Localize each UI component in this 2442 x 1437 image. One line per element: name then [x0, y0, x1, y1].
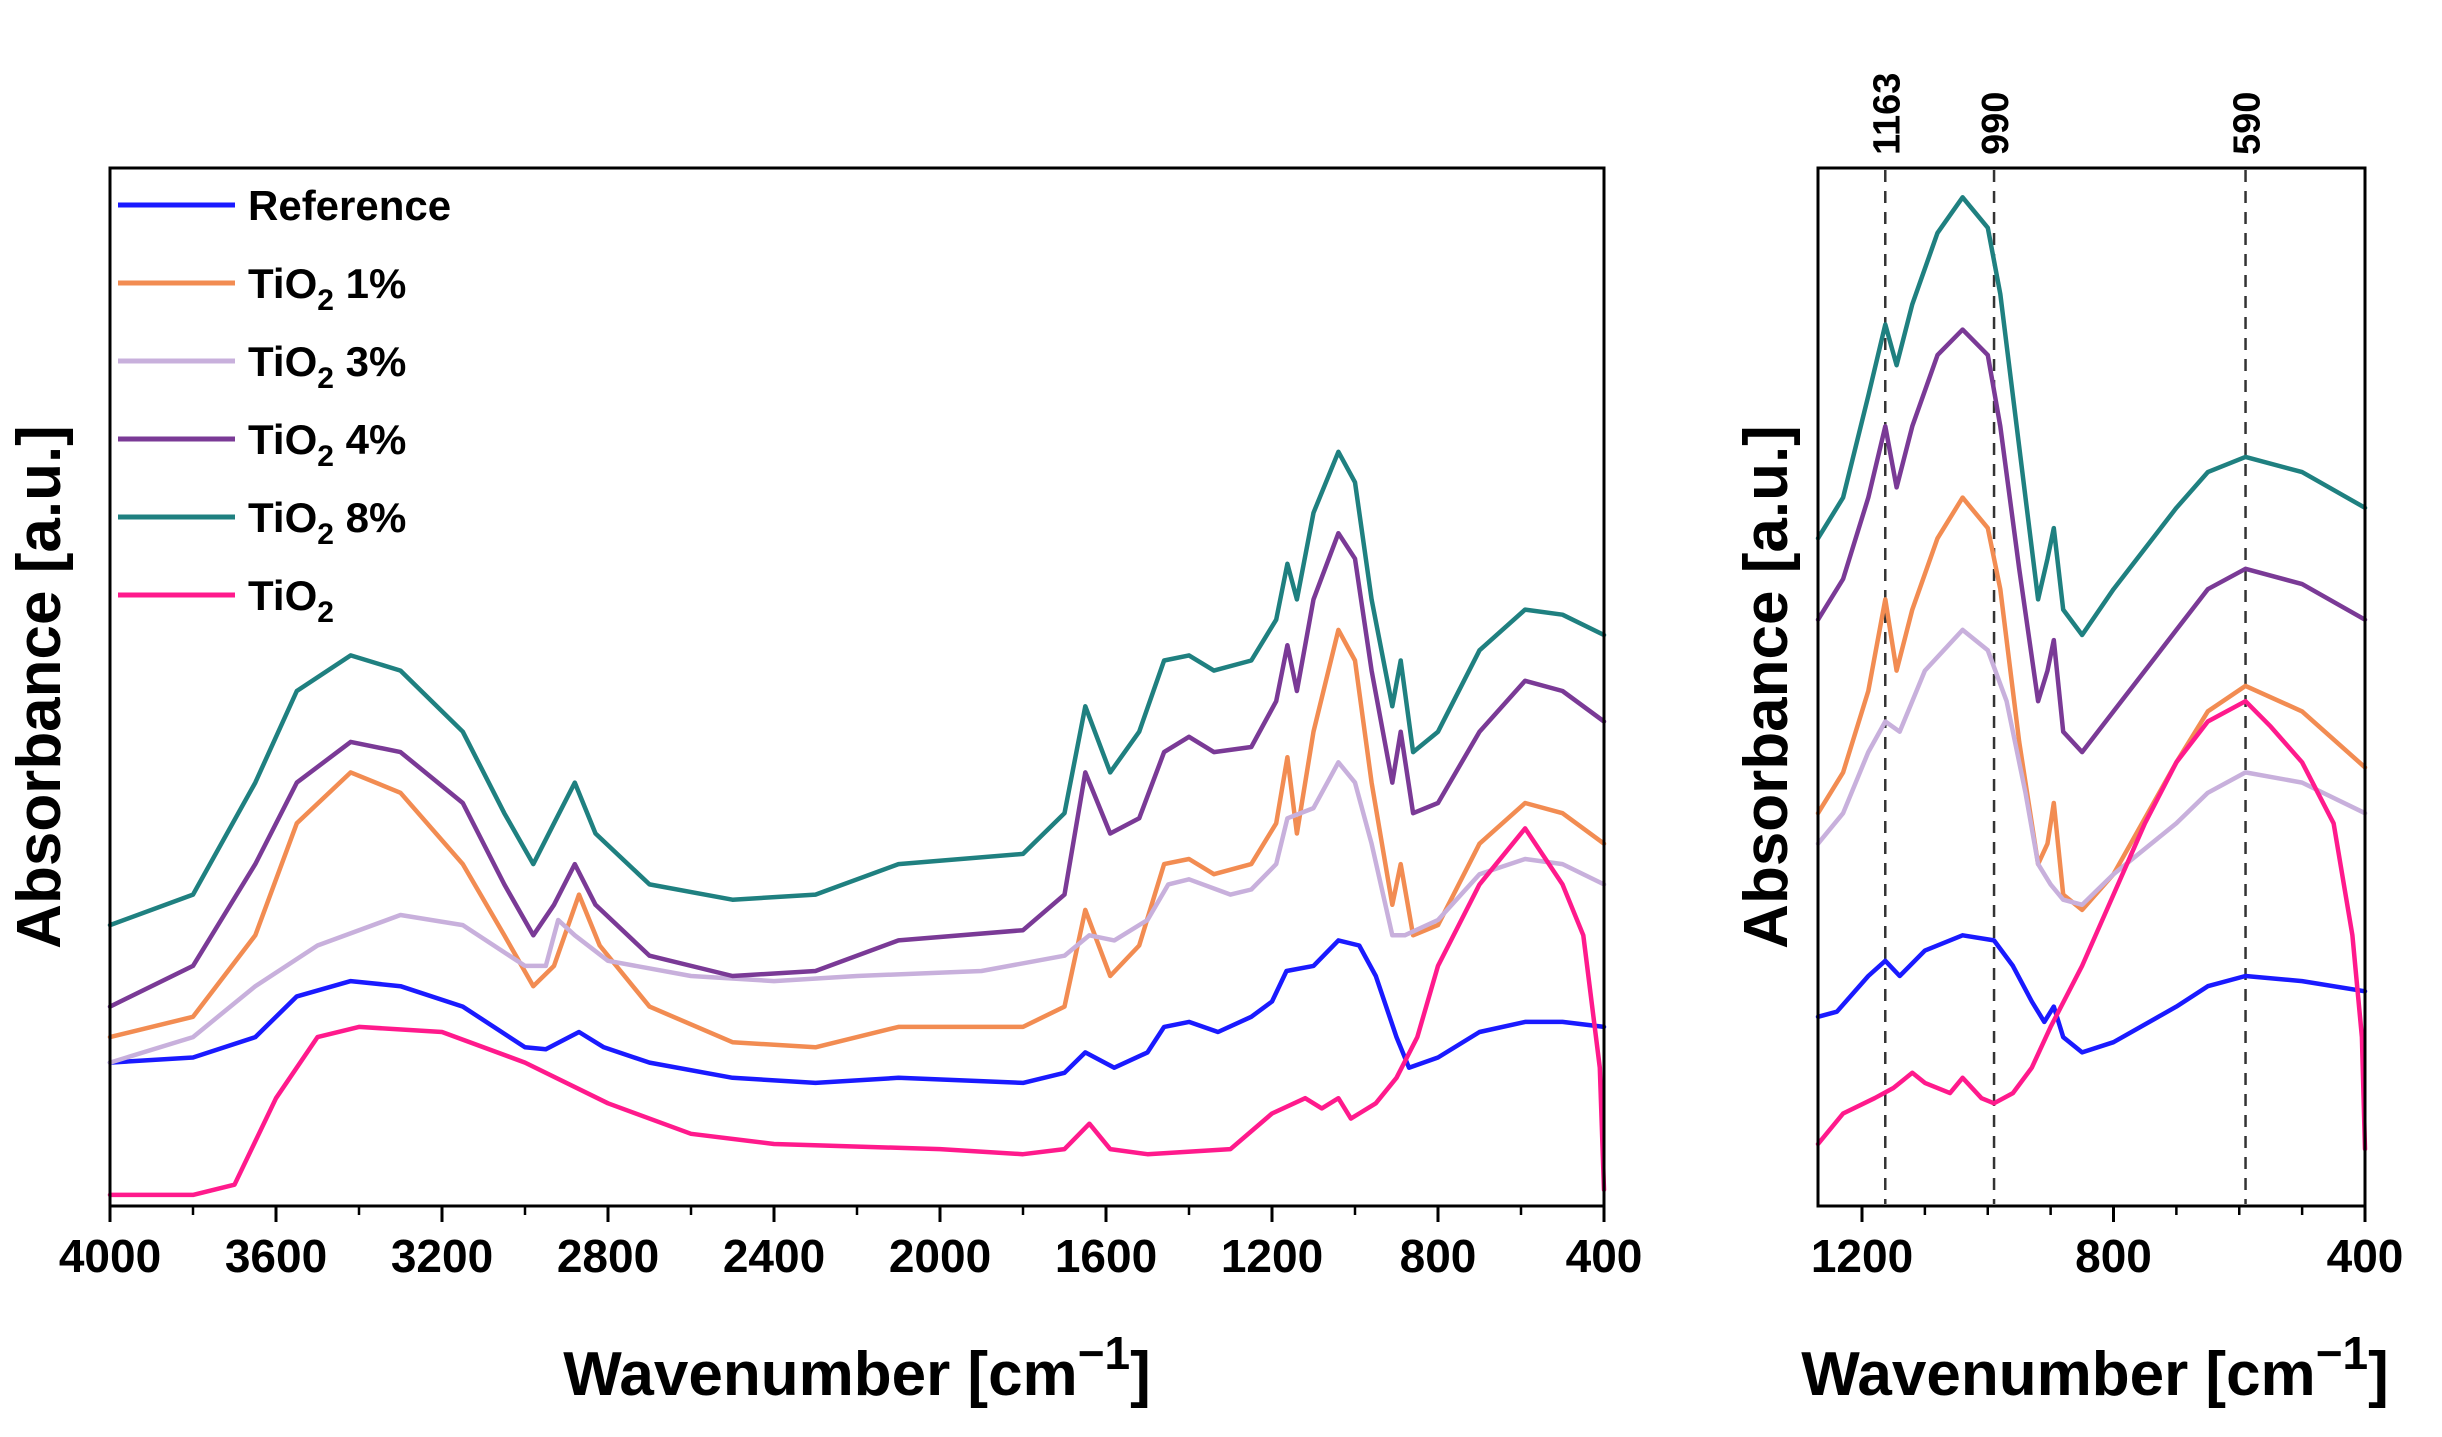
zoom-x-tick-label: 400: [2327, 1230, 2404, 1282]
main-x-tick-label: 2000: [889, 1230, 991, 1282]
legend-item-tio2-4: TiO2 4%: [118, 416, 406, 473]
zoom-plot-frame: [1816, 166, 2367, 1208]
legend-label: TiO2 8%: [248, 494, 406, 551]
main-x-tick-label: 4000: [59, 1230, 161, 1282]
legend-label: TiO2 3%: [248, 338, 406, 395]
legend-label: TiO2: [248, 572, 334, 629]
zoom-series-tio2-4: [1815, 327, 2368, 755]
legend-label: TiO2 4%: [248, 416, 406, 473]
zoom-spectrum-panel: 1163 990 590 1200 800 400 Absorbance [a.u.] …: [1732, 73, 2403, 1409]
main-x-tick-label: 3600: [225, 1230, 327, 1282]
main-series-tio2: [107, 826, 1607, 1198]
main-series-tio2-1: [107, 627, 1607, 1050]
legend-item-tio2: TiO2: [118, 572, 334, 629]
legend-item-tio2-8: TiO2 8%: [118, 494, 406, 551]
zoom-x-tick-label: 1200: [1811, 1230, 1913, 1282]
zoom-series-tio2-8: [1815, 195, 2368, 638]
legend: Reference TiO2 1% TiO2 3% TiO2 4% TiO2 8% TiO…: [118, 182, 451, 629]
main-x-tick-label: 400: [1566, 1230, 1643, 1282]
main-spectrum-panel: 4000 3600 3200 2800 2400 2000 1600 1200 800 400 A…: [5, 166, 1643, 1409]
peak-label-1163: 1163: [1866, 73, 1908, 155]
main-x-axis-title: Wavenumber [cm−1]: [563, 1327, 1151, 1409]
zoom-x-ticks: 1200 800 400: [1811, 1206, 2404, 1282]
legend-item-tio2-3: TiO2 3%: [118, 338, 406, 395]
zoom-series-tio2-3: [1815, 627, 2368, 908]
zoom-x-tick-label: 800: [2075, 1230, 2152, 1282]
zoom-peak-annotations: 1163 990 590: [1866, 73, 2269, 1204]
zoom-x-axis-title: Wavenumber [cm−1]: [1801, 1327, 2389, 1409]
main-y-axis-title: Absorbance [a.u.]: [5, 425, 74, 949]
zoom-series-reference: [1815, 933, 2368, 1055]
zoom-series-tio2: [1815, 698, 2368, 1152]
legend-item-reference: Reference: [118, 182, 451, 229]
main-x-ticks: 4000 3600 3200 2800 2400 2000 1600 1200 800 400: [59, 1206, 1643, 1282]
main-series-tio2-8: [107, 449, 1607, 928]
peak-label-990: 990: [1975, 92, 2017, 155]
main-x-tick-label: 2400: [723, 1230, 825, 1282]
main-series-tio2-3: [107, 760, 1607, 1065]
main-spectrum-series-group: [107, 449, 1607, 1198]
main-x-tick-label: 800: [1400, 1230, 1477, 1282]
main-series-tio2-4: [107, 530, 1607, 1009]
legend-label: TiO2 1%: [248, 260, 406, 317]
main-x-tick-label: 3200: [391, 1230, 493, 1282]
peak-label-590: 590: [2227, 92, 2269, 155]
main-series-reference: [107, 938, 1607, 1086]
main-x-tick-label: 1600: [1055, 1230, 1157, 1282]
main-x-tick-label: 2800: [557, 1230, 659, 1282]
zoom-spectrum-series-group: [1815, 195, 2368, 1152]
main-x-tick-label: 1200: [1221, 1230, 1323, 1282]
legend-label: Reference: [248, 182, 451, 229]
zoom-y-axis-title: Absorbance [a.u.]: [1732, 425, 1801, 949]
legend-item-tio2-1: TiO2 1%: [118, 260, 406, 317]
